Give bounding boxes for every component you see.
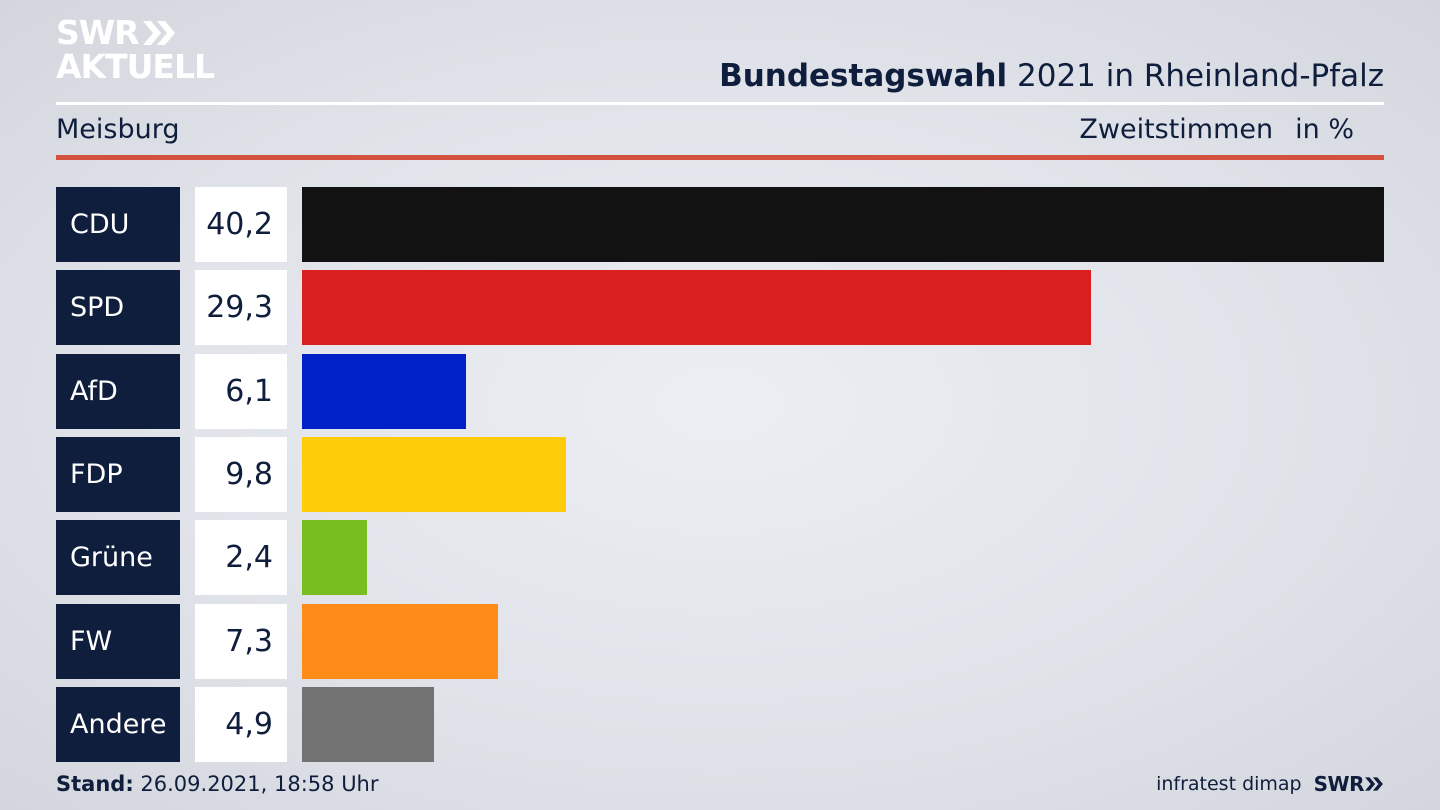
value-label: 9,8	[195, 436, 287, 512]
region-name: Meisburg	[56, 114, 180, 145]
party-label: SPD	[56, 270, 180, 346]
stand-value: 26.09.2021, 18:58 Uhr	[140, 772, 379, 796]
bar-row: AfD 6,1	[56, 353, 1384, 429]
party-label: CDU	[56, 187, 180, 262]
bar	[302, 270, 1091, 346]
value-label: 4,9	[195, 686, 287, 762]
value-label: 7,3	[195, 603, 287, 679]
measure-text: Zweitstimmen	[1079, 114, 1274, 145]
bar	[302, 187, 1384, 262]
value-label: 29,3	[195, 270, 287, 346]
accent-divider	[56, 155, 1384, 160]
party-label: AfD	[56, 353, 180, 429]
footer-credits: infratest dimap SWR	[1156, 772, 1384, 796]
unit-text: in %	[1295, 114, 1354, 145]
swr-aktuell-logo: SWR AKTUELL	[56, 13, 215, 86]
party-label: FW	[56, 603, 180, 679]
bar	[302, 686, 434, 762]
party-label: FDP	[56, 436, 180, 512]
bar-chart: CDU 40,2 SPD 29,3 AfD 6,1 FDP 9,8 Grüne 2,4 FW 7,3 A…	[56, 187, 1384, 763]
value-label: 40,2	[195, 187, 287, 262]
bar	[302, 436, 566, 512]
bar-row: CDU 40,2	[56, 187, 1384, 262]
party-label: Andere	[56, 686, 180, 762]
title-rest: 2021 in Rheinland-Pfalz	[1017, 58, 1384, 94]
bar-row: FW 7,3	[56, 603, 1384, 679]
value-label: 2,4	[195, 520, 287, 596]
value-label: 6,1	[195, 353, 287, 429]
source-label: infratest dimap	[1156, 773, 1302, 795]
timestamp: Stand: 26.09.2021, 18:58 Uhr	[56, 772, 379, 796]
bar-row: Andere 4,9	[56, 686, 1384, 762]
logo-aktuell-text: AKTUELL	[56, 47, 215, 86]
bar-row: Grüne 2,4	[56, 520, 1384, 596]
bar	[302, 520, 367, 596]
logo-swr-text: SWR	[56, 13, 140, 52]
bar-row: SPD 29,3	[56, 270, 1384, 346]
bar	[302, 353, 467, 429]
title-bold: Bundestagswahl	[719, 58, 1008, 94]
page-title: Bundestagswahl 2021 in Rheinland-Pfalz	[719, 58, 1384, 94]
bar	[302, 603, 499, 679]
footer-swr-logo: SWR	[1314, 772, 1384, 796]
party-label: Grüne	[56, 520, 180, 596]
double-chevron-right-icon	[142, 21, 175, 45]
measure-label: Zweitstimmen in %	[1079, 114, 1354, 145]
stand-label: Stand:	[56, 772, 134, 796]
double-chevron-right-icon	[1365, 777, 1383, 791]
header-divider	[56, 102, 1384, 105]
bar-row: FDP 9,8	[56, 436, 1384, 512]
footer-swr-text: SWR	[1313, 772, 1365, 796]
